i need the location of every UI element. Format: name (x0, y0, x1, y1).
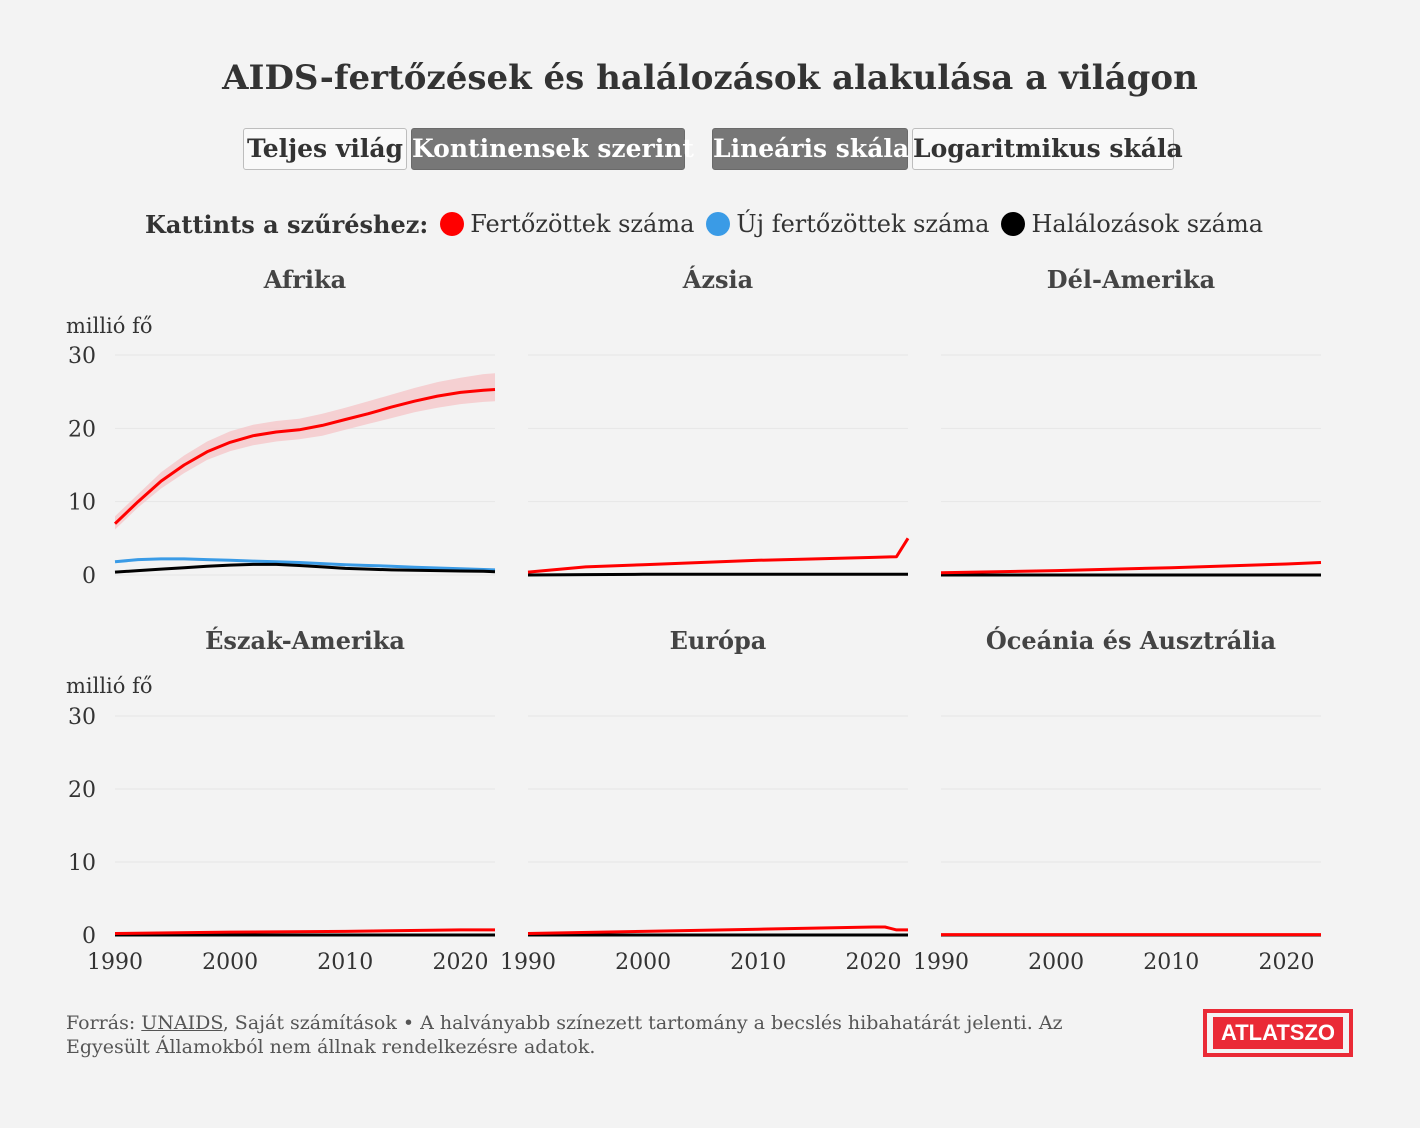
source-note: , Saját számítások • A halványabb színez… (66, 1012, 1063, 1058)
panel-title: Óceánia és Ausztrália (986, 626, 1276, 655)
x-tick-label: 1990 (87, 950, 143, 975)
linear-scale-button[interactable]: Lineáris skála (712, 128, 909, 170)
infected-line (527, 537, 910, 574)
y-axis-unit-label: millió fő (66, 674, 153, 698)
continents-button[interactable]: Kontinensek szerint (411, 128, 694, 170)
log-scale-button[interactable]: Logaritmikus skála (912, 128, 1183, 170)
legend-item-new-infected[interactable]: Új fertőzöttek száma (706, 210, 989, 238)
x-tick-label: 2000 (615, 950, 671, 975)
black-dot-icon (1001, 212, 1026, 236)
y-tick-label: 30 (68, 705, 96, 730)
logo-text: ATLATSZO (1212, 1017, 1344, 1049)
chart-title: AIDS-fertőzések és halálozások alakulása… (222, 58, 1198, 98)
y-tick-label: 10 (68, 491, 96, 516)
x-tick-label: 2020 (432, 950, 488, 975)
source-prefix: Forrás: (66, 1012, 142, 1034)
legend-label-infected: Fertőzöttek száma (470, 210, 695, 238)
panel-title: Dél-Amerika (1047, 265, 1215, 294)
y-tick-label: 20 (68, 417, 96, 442)
red-dot-icon (440, 212, 465, 236)
legend-label-new-infected: Új fertőzöttek száma (736, 210, 990, 238)
infected-line (527, 925, 908, 935)
x-tick-label: 2010 (730, 950, 786, 975)
legend: Kattints a szűréshez: Fertőzöttek száma … (0, 204, 1420, 244)
panel-title: Ázsia (682, 265, 753, 294)
panel-title: Európa (670, 626, 767, 655)
x-tick-label: 2010 (1143, 950, 1199, 975)
deaths-line (527, 572, 908, 577)
x-tick-label: 2020 (845, 950, 901, 975)
footer-source: Forrás: UNAIDS, Saját számítások • A hal… (66, 1011, 1146, 1059)
deaths-line (114, 562, 496, 574)
y-tick-label: 30 (68, 344, 96, 369)
x-tick-label: 2020 (1258, 950, 1314, 975)
infected-line (114, 928, 495, 935)
source-link[interactable]: UNAIDS (141, 1012, 223, 1034)
y-tick-label: 20 (68, 778, 96, 803)
legend-item-deaths[interactable]: Halálozások száma (1001, 210, 1263, 238)
new-infected-line (114, 557, 496, 572)
legend-item-infected[interactable]: Fertőzöttek száma (440, 210, 694, 238)
blue-dot-icon (706, 212, 731, 236)
world-button[interactable]: Teljes világ (243, 128, 407, 170)
infected-line (113, 388, 496, 525)
panel-title: Afrika (263, 265, 346, 294)
y-tick-label: 0 (82, 924, 96, 949)
panel-title: Észak-Amerika (205, 626, 405, 655)
y-tick-label: 0 (82, 564, 96, 589)
x-tick-label: 2010 (317, 950, 373, 975)
infected-line (940, 561, 1322, 575)
infected-uncertainty-band (115, 373, 495, 530)
legend-lead: Kattints a szűréshez: (144, 209, 429, 239)
legend-label-deaths: Halálozások száma (1031, 210, 1264, 238)
y-tick-label: 10 (68, 851, 96, 876)
atlatszo-logo[interactable]: ATLATSZO (1203, 1009, 1353, 1057)
y-axis-unit-label: millió fő (66, 314, 153, 338)
x-tick-label: 2000 (1028, 950, 1084, 975)
x-tick-label: 1990 (500, 950, 556, 975)
x-tick-label: 2000 (202, 950, 258, 975)
x-tick-label: 1990 (913, 950, 969, 975)
